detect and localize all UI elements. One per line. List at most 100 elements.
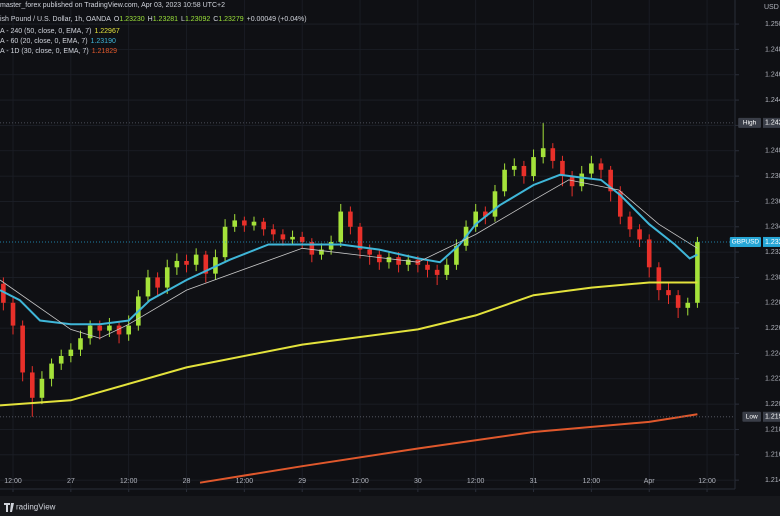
- candle-body: [377, 254, 382, 263]
- candle-body: [1, 283, 6, 303]
- candle-body: [29, 372, 35, 398]
- candle-body: [425, 264, 430, 270]
- x-tick-label: 12:00: [698, 478, 716, 485]
- candle-body: [58, 355, 64, 364]
- candle-body: [637, 229, 642, 240]
- candle-body: [608, 169, 613, 192]
- candle-body: [348, 211, 353, 227]
- candle-body: [270, 229, 276, 235]
- x-tick-label: 12:00: [583, 478, 601, 485]
- candle-body: [319, 249, 324, 255]
- candle-body: [483, 211, 488, 217]
- candle-body: [299, 236, 305, 242]
- candle-body: [184, 260, 189, 265]
- y-tick-label: 1.234: [765, 224, 780, 231]
- x-tick-label: 30: [414, 478, 422, 485]
- candle-body: [454, 245, 459, 265]
- candle-body: [560, 160, 565, 177]
- price-tag-value: 1.2328: [765, 239, 780, 246]
- candle-body: [598, 163, 604, 170]
- x-tick-label: 12:00: [467, 478, 485, 485]
- legend-entry: A - 1D (30, close, 0, EMA, 7) 1.21829: [0, 48, 120, 55]
- x-tick-label: Apr: [644, 478, 656, 485]
- candle-body: [68, 349, 74, 356]
- candle-body: [675, 295, 681, 308]
- candle-body: [444, 264, 450, 275]
- y-tick-label: 1.226: [765, 325, 780, 332]
- candle-body: [78, 338, 83, 350]
- candle-body: [569, 176, 575, 187]
- price-tag-label-box: [729, 236, 761, 247]
- y-tick-label: 1.228: [765, 300, 780, 307]
- y-tick-label: 1.240: [765, 148, 780, 155]
- symbol-title: ish Pound / U.S. Dollar, 1h, OANDA: [0, 16, 111, 23]
- candle-body: [328, 241, 334, 250]
- price-tag-value-box: [763, 236, 780, 247]
- candle-body: [550, 148, 556, 161]
- price-tag-value-box: [763, 117, 780, 128]
- candle-body: [579, 173, 585, 187]
- indicator-line: [199, 413, 698, 484]
- y-tick-label: 1.232: [765, 249, 780, 256]
- y-tick-label: 1.250: [765, 21, 780, 28]
- candle-body: [49, 363, 54, 379]
- candle-body: [492, 191, 498, 217]
- x-tick-label: 28: [183, 478, 191, 485]
- ohlc-item: 1.23279: [218, 16, 244, 23]
- candle-body: [386, 257, 392, 263]
- indicator-line: [0, 179, 698, 339]
- candle-body: [174, 260, 180, 268]
- candle-body: [511, 165, 517, 170]
- price-tag-value: 1.219: [765, 414, 780, 421]
- candle-body: [521, 165, 527, 177]
- candle-body: [685, 302, 691, 308]
- x-tick-label: 12:00: [351, 478, 369, 485]
- publish-text: master_forex published on TradingView.co…: [0, 2, 225, 9]
- y-tick-label: 1.248: [765, 46, 780, 53]
- candle-body: [367, 249, 372, 255]
- x-tick-label: 12:00: [120, 478, 138, 485]
- x-tick-label: 12:00: [4, 478, 22, 485]
- candle-body: [155, 277, 160, 288]
- ohlc-item: 1.23230: [119, 16, 145, 23]
- y-tick-label: 1.214: [765, 477, 780, 484]
- ohlc-item: 1.23281: [152, 16, 179, 23]
- ohlc-item: 1.23092: [184, 16, 211, 23]
- candle-body: [39, 378, 45, 398]
- y-tick-label: 1.218: [765, 426, 780, 433]
- candle-body: [145, 277, 151, 297]
- candle-body: [251, 221, 257, 226]
- candle-body: [666, 290, 671, 296]
- candle-body: [290, 236, 295, 240]
- candle-body: [10, 302, 16, 326]
- candle-body: [20, 325, 25, 373]
- candle-body: [434, 269, 440, 275]
- candle-body: [87, 325, 93, 339]
- candle-body: [203, 254, 209, 274]
- indicator-line: [0, 281, 698, 407]
- price-tag-label-box: [738, 117, 761, 128]
- footer-bar: [0, 496, 780, 516]
- legend-value: 1.21829: [91, 48, 118, 55]
- legend-value: 1.23190: [90, 38, 116, 45]
- candle-body: [232, 220, 238, 227]
- y-tick-label: 1.238: [765, 173, 780, 180]
- candle-body: [193, 254, 199, 265]
- candle-body: [627, 216, 633, 230]
- y-tick-label: 1.230: [765, 274, 780, 281]
- y-tick-label: 1.220: [765, 401, 780, 408]
- ohlc-item: C: [213, 16, 219, 23]
- candle-body: [338, 211, 344, 242]
- legend-name: A - 60 (20, close, 0, EMA, 7): [0, 38, 88, 45]
- candle-body: [116, 325, 122, 335]
- candle-body: [107, 325, 112, 331]
- price-tag-label: GBPUSD: [732, 239, 760, 246]
- y-tick-label: 1.244: [765, 97, 780, 104]
- ohlc-item: H: [147, 16, 153, 23]
- title-row: ish Pound / U.S. Dollar, 1h, OANDA O1.232…: [0, 16, 307, 23]
- x-tick-label: 27: [67, 478, 75, 485]
- y-tick-label: 1.236: [765, 198, 780, 205]
- y-tick-label: 1.216: [765, 452, 780, 459]
